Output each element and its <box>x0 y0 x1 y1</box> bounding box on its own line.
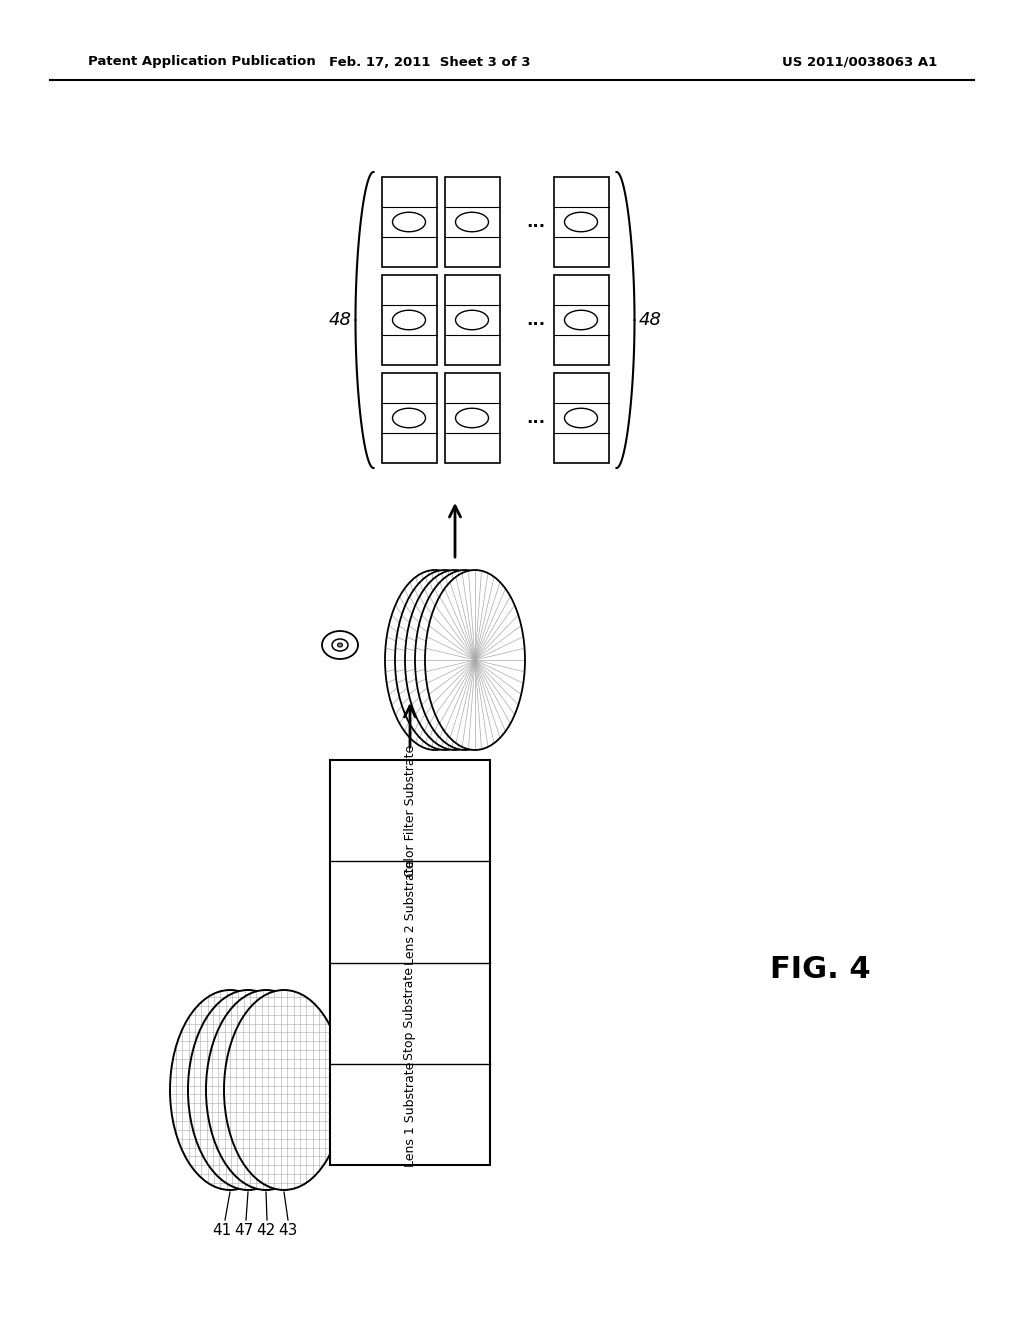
Bar <box>444 275 500 366</box>
Ellipse shape <box>395 570 495 750</box>
Bar <box>444 374 500 463</box>
Ellipse shape <box>224 990 344 1191</box>
Text: Color Filter Substrate: Color Filter Substrate <box>403 744 417 876</box>
Text: 41: 41 <box>212 1224 231 1238</box>
Text: Lens 2 Substrate: Lens 2 Substrate <box>403 859 417 965</box>
Bar <box>444 177 500 267</box>
Ellipse shape <box>188 990 308 1191</box>
Text: ...: ... <box>526 312 545 329</box>
Ellipse shape <box>392 408 426 428</box>
Ellipse shape <box>170 990 290 1191</box>
Ellipse shape <box>385 570 485 750</box>
Bar <box>554 374 608 463</box>
Ellipse shape <box>456 408 488 428</box>
Ellipse shape <box>392 213 426 232</box>
Text: 48: 48 <box>639 312 662 329</box>
Text: ...: ... <box>526 409 545 426</box>
Text: FIG. 4: FIG. 4 <box>770 956 870 985</box>
Ellipse shape <box>456 213 488 232</box>
Ellipse shape <box>425 570 525 750</box>
Bar <box>330 760 490 1166</box>
Ellipse shape <box>332 639 348 651</box>
Ellipse shape <box>406 570 505 750</box>
Bar <box>382 275 436 366</box>
Bar <box>554 275 608 366</box>
Bar <box>382 374 436 463</box>
Ellipse shape <box>206 990 326 1191</box>
Ellipse shape <box>322 631 358 659</box>
Ellipse shape <box>564 213 597 232</box>
Ellipse shape <box>564 310 597 330</box>
Text: Feb. 17, 2011  Sheet 3 of 3: Feb. 17, 2011 Sheet 3 of 3 <box>330 55 530 69</box>
Text: US 2011/0038063 A1: US 2011/0038063 A1 <box>782 55 938 69</box>
Text: 42: 42 <box>256 1224 275 1238</box>
Text: 43: 43 <box>279 1224 298 1238</box>
Text: Patent Application Publication: Patent Application Publication <box>88 55 315 69</box>
Text: Lens 1 Substrate: Lens 1 Substrate <box>403 1061 417 1167</box>
Ellipse shape <box>338 643 342 647</box>
Ellipse shape <box>415 570 515 750</box>
Bar <box>554 177 608 267</box>
Text: ...: ... <box>526 213 545 231</box>
Text: 47: 47 <box>234 1224 254 1238</box>
Ellipse shape <box>564 408 597 428</box>
Text: 48: 48 <box>329 312 351 329</box>
Ellipse shape <box>456 310 488 330</box>
Ellipse shape <box>392 310 426 330</box>
Bar <box>382 177 436 267</box>
Text: Stop Substrate: Stop Substrate <box>403 966 417 1060</box>
